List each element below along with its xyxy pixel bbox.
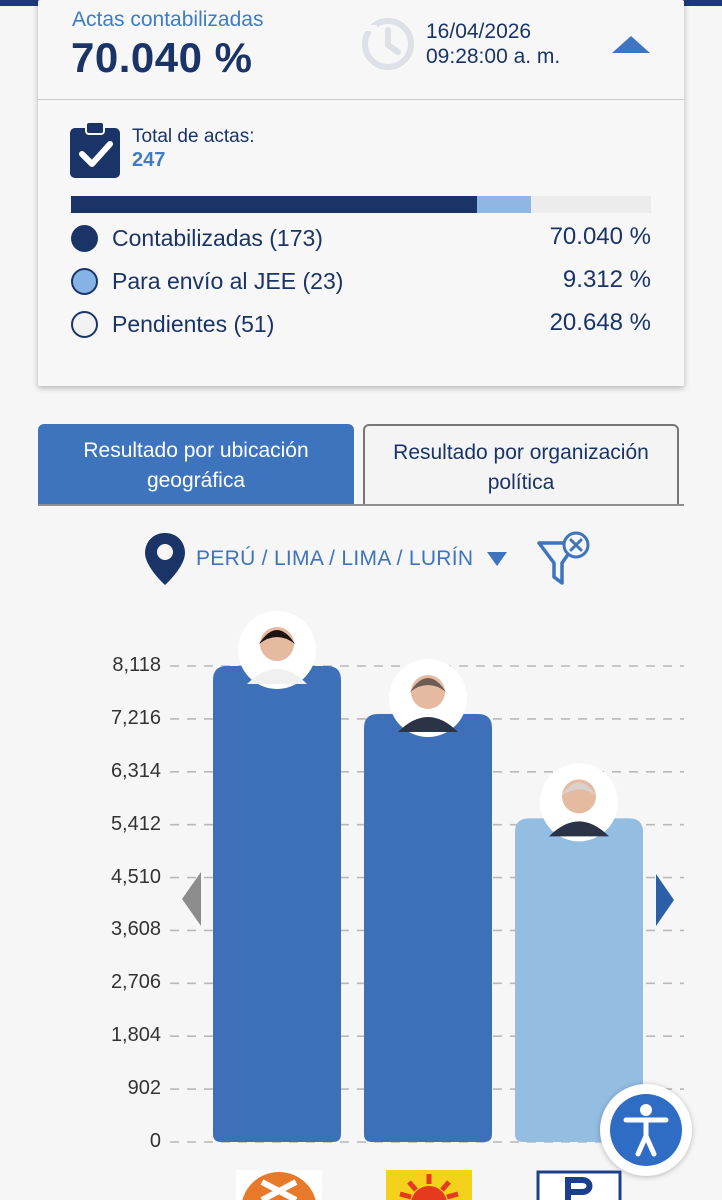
party-logo-2 [386, 1170, 472, 1200]
accessibility-button[interactable] [600, 1084, 692, 1176]
tab-political-organization[interactable]: Resultado por organización política [363, 424, 679, 504]
actas-progress-bar [71, 196, 651, 213]
legend-row-pendientes: Pendientes (51) 20.648 % [71, 308, 651, 340]
legend-label: Para envío al JEE (23) [112, 268, 344, 294]
legend-label: Pendientes (51) [112, 311, 275, 337]
filter-clear-icon[interactable] [536, 529, 592, 589]
y-tick-label: 8,118 [112, 654, 161, 676]
update-time: 09:28:00 a. m. [426, 45, 561, 68]
total-actas-label: Total de actas: [132, 126, 255, 147]
legend-row-jee: Para envío al JEE (23) 9.312 % [71, 265, 651, 297]
y-tick-label: 1,804 [110, 1024, 161, 1047]
summary-header: Actas contabilizadas 70.040 % 16/04/2026… [38, 0, 684, 100]
actas-label: Actas contabilizadas [72, 8, 264, 31]
y-tick-label: 4,510 [110, 865, 161, 888]
candidate-bar[interactable] [364, 713, 492, 1142]
legend-dot [71, 225, 98, 252]
legend-label: Contabilizadas (173) [112, 225, 323, 251]
candidate-bar[interactable] [515, 818, 643, 1142]
dropdown-caret-icon[interactable] [487, 552, 507, 566]
candidate-avatar[interactable] [238, 611, 316, 689]
legend-percent: 70.040 % [549, 223, 651, 250]
chevron-left-icon[interactable] [182, 872, 201, 926]
tab-divider [38, 504, 684, 506]
tab-geographic[interactable]: Resultado por ubicación geográfica [38, 424, 354, 504]
clipboard-check-icon [70, 122, 120, 178]
location-pin-icon [145, 533, 185, 585]
legend-dot [71, 268, 98, 295]
y-tick-label: 0 [149, 1130, 161, 1152]
party-logo-1 [236, 1170, 322, 1200]
clock-icon [362, 18, 414, 70]
legend-row-contabilizadas: Contabilizadas (173) 70.040 % [71, 222, 651, 254]
summary-card: Actas contabilizadas 70.040 % 16/04/2026… [38, 0, 684, 386]
y-tick-label: 7,216 [110, 706, 161, 729]
progress-contabilizadas [71, 196, 478, 213]
y-tick-label: 902 [127, 1077, 161, 1100]
legend-percent: 9.312 % [562, 266, 651, 293]
party-logo-3 [536, 1170, 622, 1200]
y-tick-label: 5,412 [110, 812, 161, 835]
update-date: 16/04/2026 [426, 20, 532, 43]
results-bar-chart: 0 902 1,804 2,706 3,608 4,510 5,412 6,314 7,216 8… [0, 596, 722, 1200]
legend-dot [71, 311, 98, 338]
location-breadcrumb[interactable]: PERÚ / LIMA / LIMA / LURÍN [196, 547, 474, 570]
actas-percent: 70.040 % [71, 34, 253, 81]
chart-canvas [170, 611, 684, 1143]
chevron-right-icon[interactable] [656, 874, 674, 926]
total-actas-value: 247 [132, 149, 166, 171]
y-tick-label: 6,314 [110, 759, 161, 782]
accessibility-icon [610, 1094, 682, 1166]
y-tick-label: 2,706 [110, 971, 161, 994]
progress-jee [477, 196, 532, 213]
legend-percent: 20.648 % [549, 309, 651, 336]
candidate-avatar[interactable] [540, 763, 618, 842]
collapse-arrow-icon[interactable] [612, 36, 650, 53]
candidate-avatar[interactable] [389, 658, 467, 737]
y-tick-label: 3,608 [110, 918, 161, 941]
candidate-bar[interactable] [213, 666, 341, 1142]
